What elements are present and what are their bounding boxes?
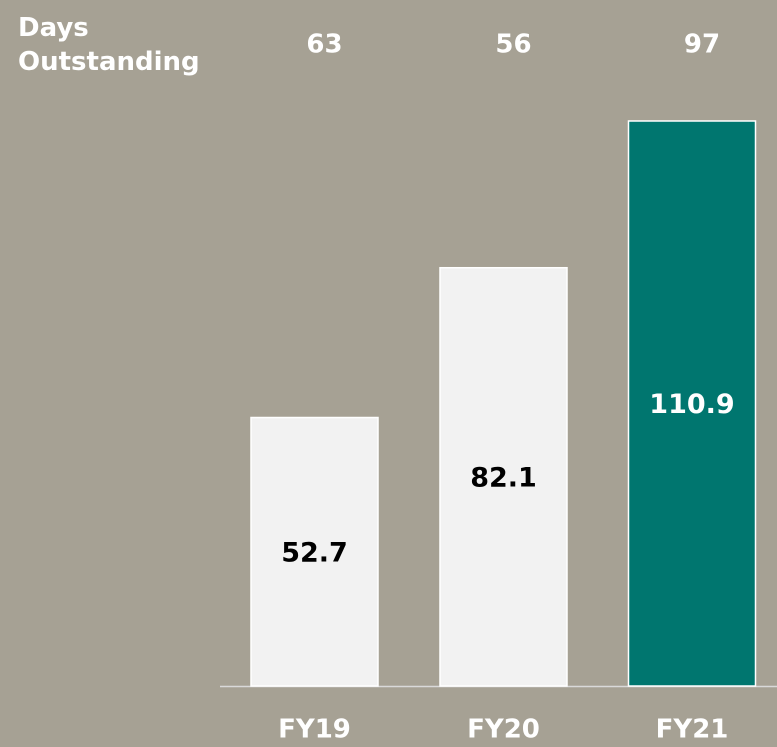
days-outstanding-value: 97	[684, 30, 720, 60]
days-outstanding-value: 63	[306, 30, 342, 60]
x-tick-label: FY20	[467, 715, 540, 745]
days-outstanding-value: 56	[495, 30, 531, 60]
data-label: 82.1	[470, 462, 537, 493]
x-tick-label: FY19	[278, 715, 351, 745]
data-label: 110.9	[649, 389, 734, 420]
x-tick-label: FY21	[656, 715, 729, 745]
chart: DaysOutstanding52.7FY196382.1FY2056110.9…	[0, 0, 777, 747]
page: {"chart_data": {"type": "bar", "categori…	[0, 0, 777, 747]
data-label: 52.7	[281, 537, 348, 568]
